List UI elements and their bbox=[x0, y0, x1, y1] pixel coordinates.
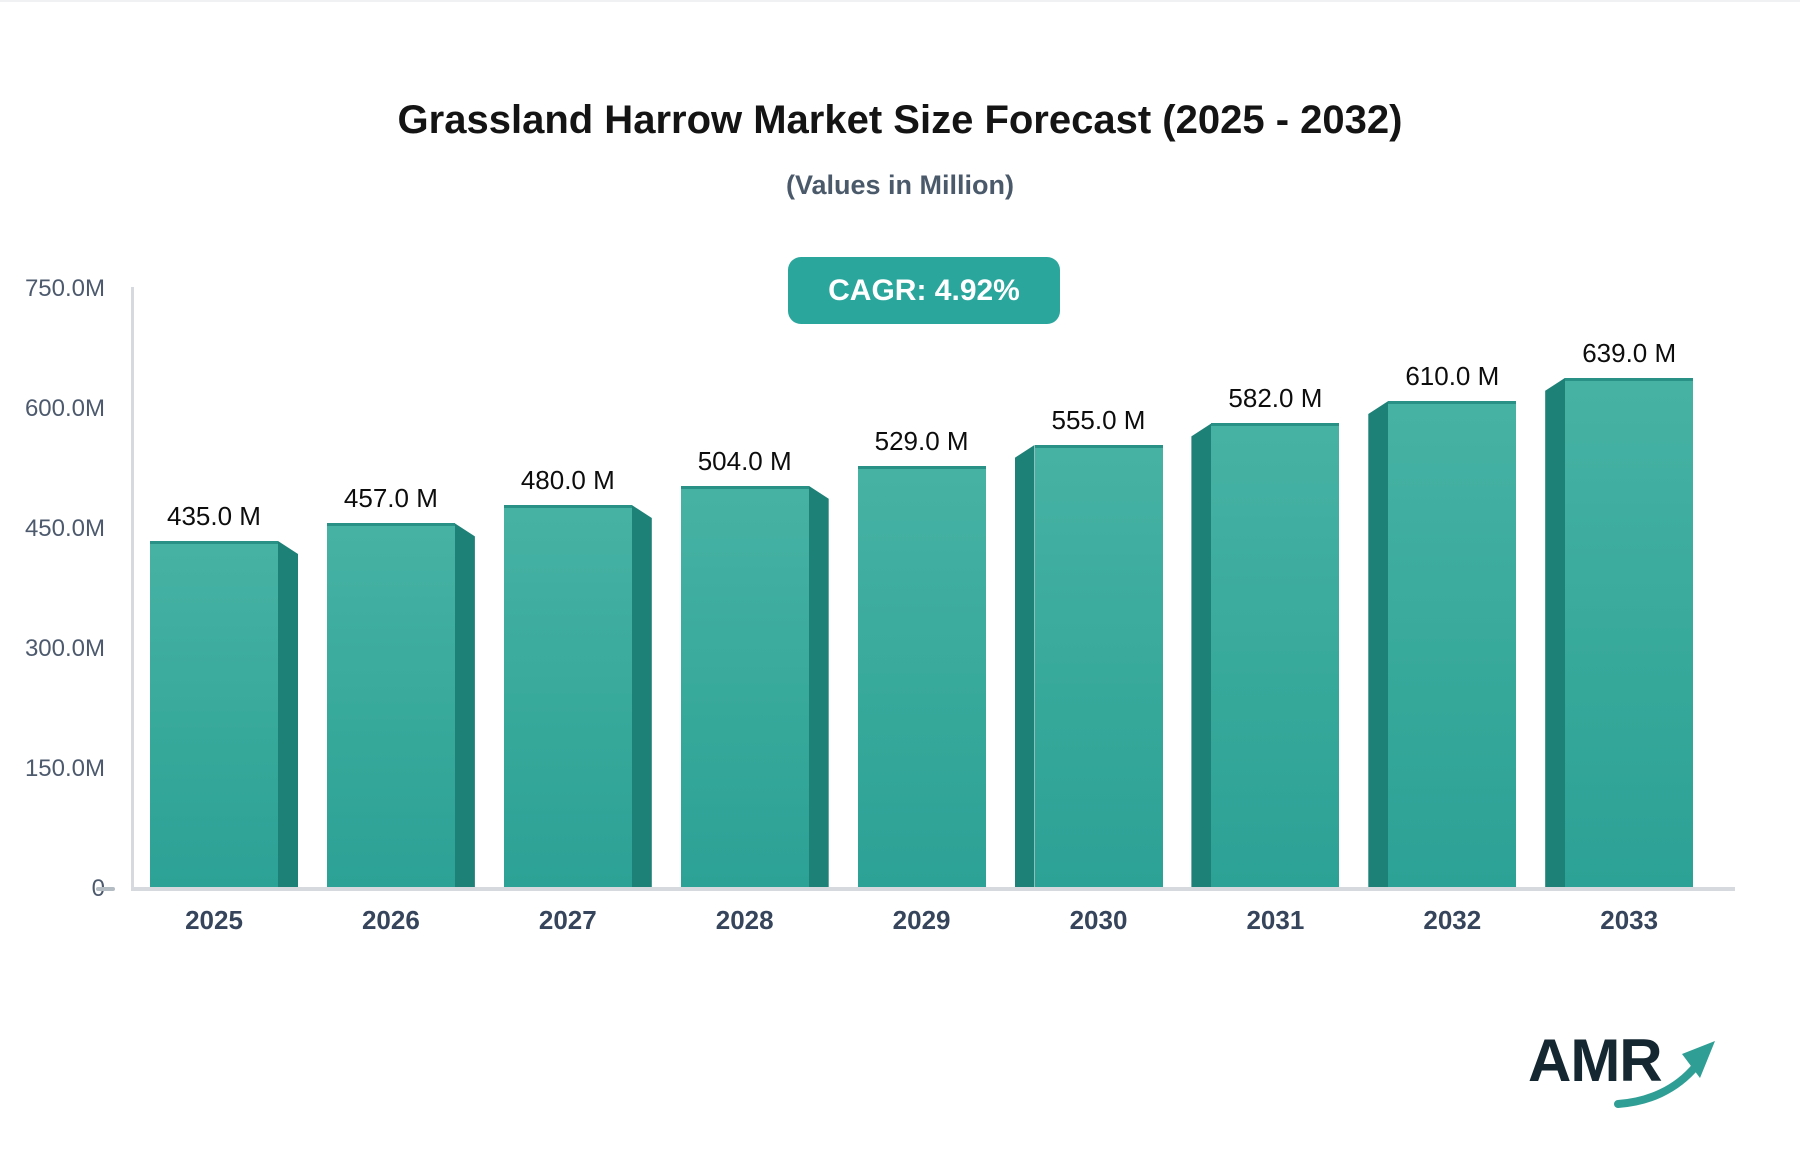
bar bbox=[1565, 377, 1694, 887]
bar-value-label: 639.0 M bbox=[1582, 337, 1677, 368]
x-axis-tick-label: 2030 bbox=[1069, 905, 1128, 935]
y-axis-tick-label: 750.0M bbox=[24, 275, 105, 302]
bar bbox=[1211, 423, 1340, 887]
y-axis-tick-label: 300.0M bbox=[24, 635, 105, 662]
zero-tick-mark bbox=[96, 887, 115, 891]
bar-side bbox=[1014, 445, 1035, 887]
page-subtitle: (Values in Million) bbox=[785, 170, 1015, 200]
page-title: Grassland Harrow Market Size Forecast (2… bbox=[397, 98, 1403, 142]
y-axis-line bbox=[131, 287, 134, 891]
bar-value-label: 582.0 M bbox=[1228, 383, 1323, 414]
amr-logo-text: AMR bbox=[1528, 1027, 1663, 1094]
x-axis-tick-label: 2032 bbox=[1423, 905, 1482, 935]
bar bbox=[150, 541, 278, 887]
y-axis-tick-label: 450.0M bbox=[24, 515, 105, 542]
bar-value-label: 457.0 M bbox=[343, 483, 438, 514]
x-axis-tick-label: 2025 bbox=[185, 905, 243, 935]
x-axis-tick-label: 2031 bbox=[1246, 905, 1305, 935]
x-axis-tick-label: 2033 bbox=[1600, 905, 1659, 935]
x-axis-tick-label: 2028 bbox=[715, 905, 774, 935]
y-axis-tick-label: 150.0M bbox=[24, 755, 105, 782]
bar bbox=[857, 465, 986, 887]
bar-side bbox=[454, 523, 475, 887]
bar-value-label: 610.0 M bbox=[1405, 361, 1500, 391]
bar bbox=[680, 485, 809, 887]
x-axis-tick-label: 2026 bbox=[361, 905, 420, 935]
x-axis-line bbox=[131, 887, 1735, 891]
bar-side bbox=[1191, 423, 1212, 887]
bar bbox=[326, 523, 455, 887]
cagr-badge: CAGR: 4.92% bbox=[788, 257, 1060, 324]
bar-side bbox=[278, 541, 298, 887]
x-axis-tick-label: 2029 bbox=[892, 905, 951, 935]
bar-value-label: 504.0 M bbox=[697, 445, 792, 476]
bar-side bbox=[808, 485, 829, 887]
y-axis-tick-label: 0 bbox=[0, 874, 105, 904]
bar-value-label: 529.0 M bbox=[874, 425, 969, 456]
bar-value-label: 435.0 M bbox=[167, 501, 261, 531]
bar bbox=[1034, 445, 1163, 887]
y-axis-tick-label: 600.0M bbox=[24, 395, 105, 422]
trend-up-arrow-icon bbox=[1614, 1041, 1715, 1108]
bar bbox=[503, 505, 632, 887]
bar bbox=[1388, 401, 1517, 887]
bar-side bbox=[1368, 401, 1389, 887]
bar-value-label: 480.0 M bbox=[520, 465, 615, 495]
x-axis-tick-label: 2027 bbox=[538, 905, 597, 935]
bar-value-label: 555.0 M bbox=[1051, 405, 1146, 435]
bar-side bbox=[1545, 377, 1566, 887]
amr-logo: AMR bbox=[1528, 1030, 1758, 1120]
bar-side bbox=[631, 505, 652, 887]
